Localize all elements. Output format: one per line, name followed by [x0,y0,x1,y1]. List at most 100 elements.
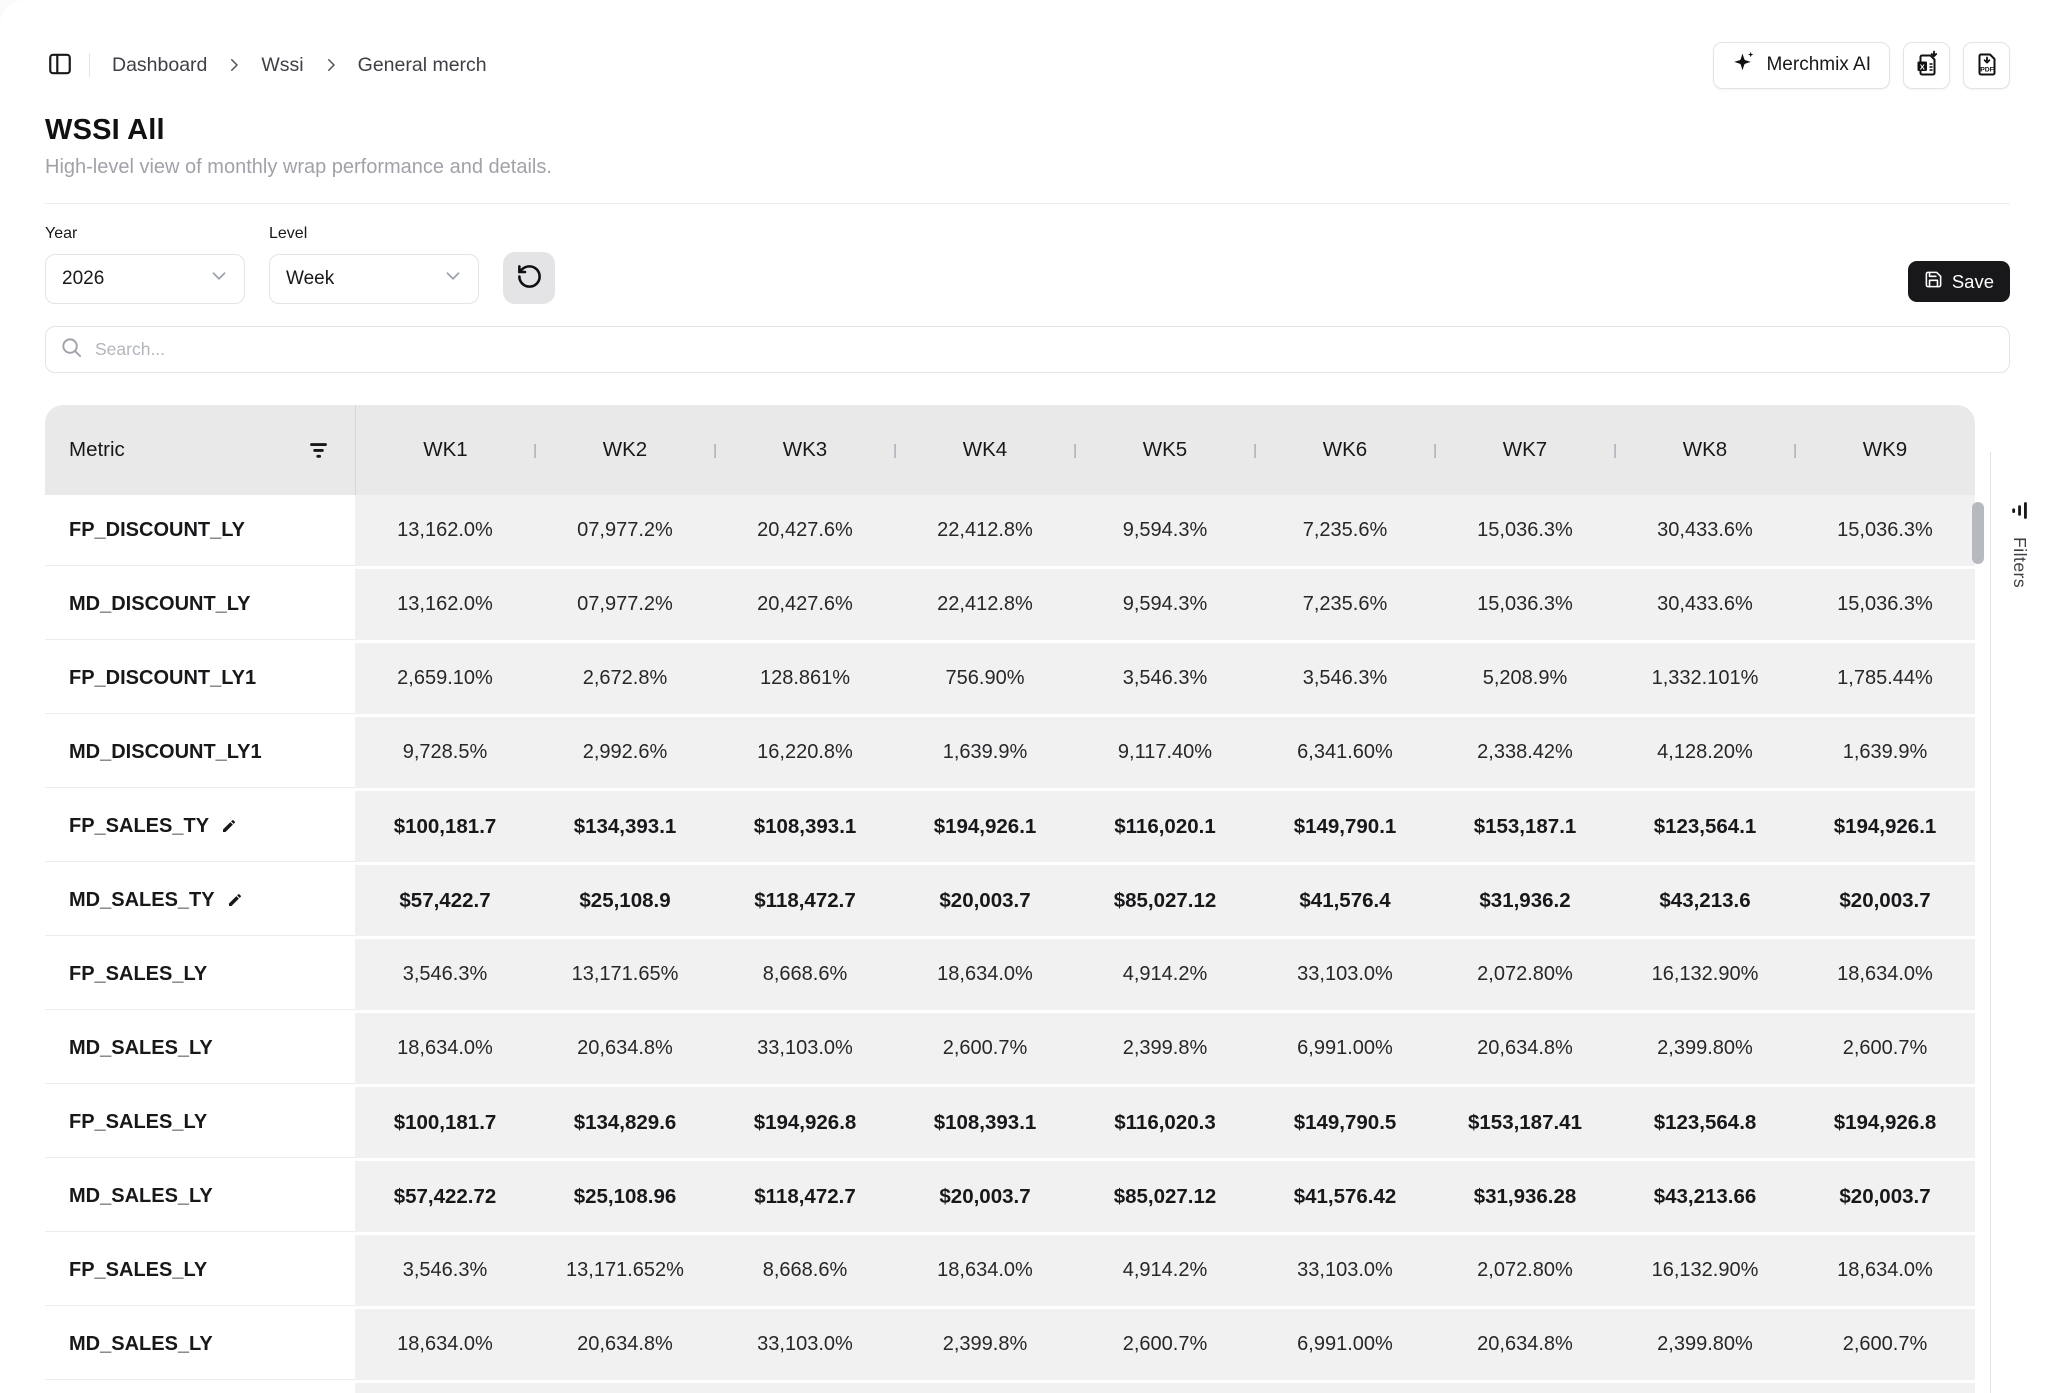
value-cell-wk8: 16,132.90% [1615,939,1795,1010]
value-cell-wk1[interactable]: $100,181.7 [355,791,535,862]
value-cell-wk6: $149,790.5 [1255,1087,1435,1158]
vertical-scrollbar[interactable] [1972,502,1984,564]
metric-filter-icon[interactable] [308,440,329,461]
svg-text:PDF: PDF [1980,66,1994,73]
value-cell-wk7: 15,036.3% [1435,495,1615,566]
value-cell-wk4[interactable]: $20,003.7 [895,865,1075,936]
value-cell-wk2: $134,829.6 [535,1087,715,1158]
refresh-button[interactable] [503,252,555,304]
value-cell-wk5: $116,020.3 [1075,1087,1255,1158]
year-label: Year [45,225,78,242]
value-cell-wk7[interactable]: $31,936.2 [1435,865,1615,936]
value-cell-wk2[interactable]: $134,393.1 [535,791,715,862]
level-select[interactable]: Week [269,254,479,304]
sidebar-toggle-button[interactable] [45,49,75,82]
export-pdf-button[interactable]: PDF [1963,41,2010,89]
value-cell-wk5: 4,914.2% [1075,939,1255,1010]
value-cell-wk4: 756.90% [895,643,1075,714]
metric-cell: MD_DISCOUNT_LY [45,569,355,640]
value-cell-wk3[interactable]: $108,393.1 [715,791,895,862]
value-cell-wk6[interactable]: $149,790.1 [1255,791,1435,862]
value-cell-wk9: 1,639.9% [1795,717,1975,788]
save-button[interactable]: Save [1907,261,2010,302]
edit-pencil-icon[interactable] [227,892,243,908]
table-row: MD_DISCOUNT_LY 13,162.0% 07,977.2% 20,427.6… [45,569,1975,640]
week-column-header-wk8: WK8 | [1682,438,1797,461]
value-cell-wk2: 2,992.6% [535,717,715,788]
value-cell-wk7: 15,036.3% [1435,569,1615,640]
value-cell-wk4: 2,600.7% [895,1013,1075,1084]
value-cell-wk2: 13,171.652% [535,1235,715,1306]
value-cell-wk9: 18,634.0% [1795,1235,1975,1306]
value-cell-wk4[interactable]: $194,926.1 [895,791,1075,862]
year-select[interactable]: 2026 [45,254,245,304]
level-select-value: Week [286,268,335,289]
table-row: FP_SALES_LY $100,181.7 $134,829.6 $194,926.… [45,1087,1975,1158]
metric-label: MD_DISCOUNT_LY1 [69,740,262,763]
value-cell-wk5: 9,117.40% [1075,717,1255,788]
value-cell-wk5: 9,594.3% [1075,495,1255,566]
value-cell-wk4: 18,634.0% [895,939,1075,1010]
value-cell-wk5[interactable]: $116,020.1 [1075,791,1255,862]
value-cell-wk1: 2,659.10% [355,643,535,714]
value-cell-wk6: $41,576.42 [1255,1161,1435,1232]
metric-cell: FP_SALES_LY [45,939,355,1010]
value-cell-wk6[interactable]: $41,576.4 [1255,865,1435,936]
value-cell-wk4: 18,634.0% [895,1235,1075,1306]
value-cell-wk1[interactable]: $57,422.7 [355,865,535,936]
filters-rail-icon[interactable] [2009,500,2030,521]
value-cell-wk7: 2,072.80% [1435,1235,1615,1306]
value-cell-wk8[interactable]: $43,213.6 [1615,865,1795,936]
breadcrumb-wssi[interactable]: Wssi [261,53,304,76]
table-row: FP_DISCOUNT_LY 13,162.0% 07,977.2% 20,427.6… [45,495,1975,566]
value-cell-wk8: 16,132.90% [1615,1235,1795,1306]
value-cell-wk4: $20,003.7 [895,1161,1075,1232]
edit-pencil-icon[interactable] [221,818,237,834]
value-cell-wk2: 20,634.8% [535,1013,715,1084]
chevron-down-icon [208,265,230,293]
value-cell-wk3: 33,103.0% [715,1013,895,1084]
value-cell-wk1: $57,422.72 [355,1161,535,1232]
value-cell-wk7[interactable]: $153,187.1 [1435,791,1615,862]
value-cell-wk8: $123,564.8 [1615,1087,1795,1158]
export-excel-button[interactable]: X [1903,41,1950,89]
value-cell-wk8: $43,213.66 [1615,1161,1795,1232]
value-cell-wk2: $25,108.96 [535,1161,715,1232]
table-header-row: Metric WK1 | WK2 | WK3 | WK4 | WK5 | WK6 | WK7 | WK8 | W… [45,405,1975,495]
value-cell-wk6: 33,103.0% [1255,939,1435,1010]
value-cell-wk3: 33,103.0% [715,1309,895,1380]
merchmix-ai-label: Merchmix AI [1766,54,1871,75]
value-cell-wk2: 07,977.2% [535,495,715,566]
section-divider [45,203,2010,204]
breadcrumb-dashboard[interactable]: Dashboard [112,53,208,76]
filters-rail: Filters [1990,452,2048,1393]
value-cell-wk3[interactable]: $118,472.7 [715,865,895,936]
value-cell-wk5: 2,399.8% [1075,1013,1255,1084]
metric-cell: MD_SALES_TY [45,865,355,936]
value-cell-wk2: 13,171.65% [535,939,715,1010]
value-cell-wk8: 1,332.101% [1615,643,1795,714]
metric-label: MD_SALES_LY [69,1036,213,1059]
wssi-table: Metric WK1 | WK2 | WK3 | WK4 | WK5 | WK6 | WK7 | WK8 | W… [45,405,1984,1393]
topbar-divider [89,53,90,77]
value-cell-wk5[interactable]: $85,027.12 [1075,865,1255,936]
value-cell-wk3: $118,472.7 [715,1161,895,1232]
breadcrumb-general-merch[interactable]: General merch [357,53,487,76]
value-cell-wk9: $20,003.7 [1795,1161,1975,1232]
value-cell-wk8[interactable]: $123,564.1 [1615,791,1795,862]
search-input[interactable] [95,339,1995,360]
value-cell-wk5: $85,027.12 [1075,1161,1255,1232]
merchmix-ai-button[interactable]: Merchmix AI [1713,41,1890,89]
value-cell-wk3: 8,668.6% [715,939,895,1010]
svg-text:X: X [1919,62,1924,71]
filters-rail-label[interactable]: Filters [2010,537,2030,589]
metric-label: FP_SALES_TY [69,814,210,837]
value-cell-wk9[interactable]: $194,926.1 [1795,791,1975,862]
pdf-download-icon: PDF [1973,50,2001,81]
value-cell-wk5: 9,594.3% [1075,569,1255,640]
value-cell-wk2[interactable]: $25,108.9 [535,865,715,936]
value-cell-wk2: 07,977.2% [535,569,715,640]
value-cell-wk4: 22,412.8% [895,569,1075,640]
value-cell-wk9[interactable]: $20,003.7 [1795,865,1975,936]
value-cell-wk2: 20,634.8% [535,1309,715,1380]
